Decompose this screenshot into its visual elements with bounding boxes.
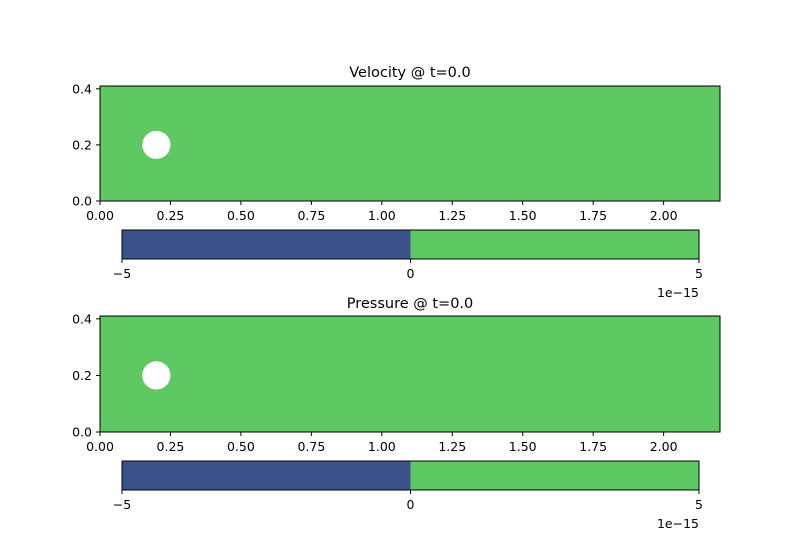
x-tick-label: 0.25	[157, 439, 185, 454]
colorbar-tick-label: 0	[407, 497, 415, 512]
colorbar-bin	[122, 230, 411, 259]
y-tick-label: 0.0	[72, 425, 92, 440]
x-tick-label: 2.00	[650, 439, 678, 454]
y-tick-label: 0.0	[72, 194, 92, 209]
subplot-1: Pressure @ t=0.00.00 0.25 0.50 0.75 1.00 1.25…	[72, 296, 721, 531]
x-tick-label: 1.50	[509, 208, 537, 223]
y-tick-label: 0.2	[72, 137, 92, 152]
field-area	[100, 316, 720, 432]
x-tick-label: 1.25	[438, 208, 466, 223]
x-tick-label: 0.00	[86, 439, 114, 454]
field-area	[100, 86, 720, 201]
x-tick-label: 1.25	[438, 439, 466, 454]
x-tick-label: 0.50	[227, 208, 255, 223]
colorbar-bin	[122, 461, 411, 490]
x-tick-label: 1.50	[509, 439, 537, 454]
x-tick-label: 1.75	[579, 439, 607, 454]
obstacle-circle	[142, 130, 171, 159]
x-tick-label: 1.75	[579, 208, 607, 223]
x-tick-label: 0.50	[227, 439, 255, 454]
x-tick-label: 1.00	[368, 439, 396, 454]
x-tick-label: 0.75	[297, 439, 325, 454]
x-tick-label: 0.75	[297, 208, 325, 223]
subplot-0: Velocity @ t=0.00.00 0.25 0.50 0.75 1.00 1.25…	[72, 65, 721, 300]
colorbar-offset-label: 1e−15	[657, 285, 699, 300]
plot-title: Pressure @ t=0.0	[347, 296, 474, 312]
x-tick-label: 1.00	[368, 208, 396, 223]
y-tick-label: 0.4	[72, 311, 92, 326]
colorbar-offset-label: 1e−15	[657, 516, 699, 531]
axes-frame	[99, 85, 721, 202]
x-tick-label: 2.00	[650, 208, 678, 223]
y-tick-label: 0.4	[72, 81, 92, 96]
colorbar-tick-label: −5	[113, 266, 131, 281]
y-tick-label: 0.2	[72, 368, 92, 383]
x-tick-label: 0.25	[157, 208, 185, 223]
colorbar-tick-label: −5	[113, 497, 131, 512]
obstacle-circle	[142, 361, 171, 390]
axes-frame	[99, 315, 721, 433]
colorbar-tick-label: 5	[695, 266, 703, 281]
plot-title: Velocity @ t=0.0	[349, 65, 471, 81]
colorbar-tick-label: 5	[695, 497, 703, 512]
colorbar-bin	[410, 230, 699, 259]
colorbar-tick-label: 0	[407, 266, 415, 281]
colorbar-bin	[410, 461, 699, 490]
x-tick-label: 0.00	[86, 208, 114, 223]
